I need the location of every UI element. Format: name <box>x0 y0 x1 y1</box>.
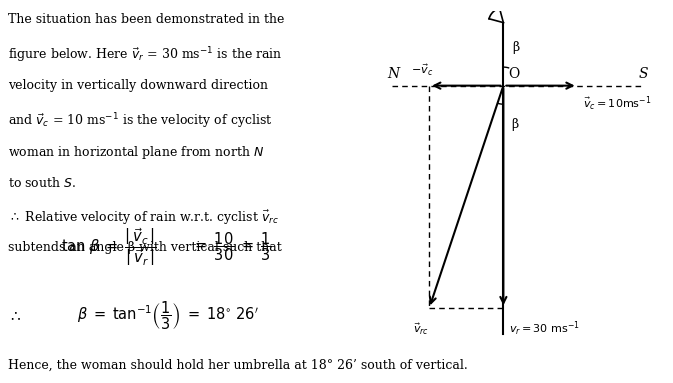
Text: $\therefore$: $\therefore$ <box>7 309 22 323</box>
Text: β: β <box>511 118 518 131</box>
Text: subtends an angle β with vertical such that: subtends an angle β with vertical such t… <box>7 241 281 254</box>
Text: O: O <box>508 67 519 81</box>
Text: figure below. Here $\vec{v}_r$ = 30 ms$^{-1}$ is the rain: figure below. Here $\vec{v}_r$ = 30 ms$^… <box>7 46 282 65</box>
Text: $\therefore$ Relative velocity of rain w.r.t. cyclist $\vec{v}_{rc}$: $\therefore$ Relative velocity of rain w… <box>7 209 279 227</box>
Text: $-\vec{v}_c$: $-\vec{v}_c$ <box>411 63 433 78</box>
Text: β: β <box>512 41 520 54</box>
Text: woman in horizontal plane from north $N$: woman in horizontal plane from north $N$ <box>7 144 264 160</box>
Text: N: N <box>387 67 399 81</box>
Text: $\tan\,\beta\;=\;\dfrac{\left|\,\vec{v}_c\,\right|}{\left|\,\vec{v}_r\,\right|}$: $\tan\,\beta\;=\;\dfrac{\left|\,\vec{v}_… <box>61 226 157 268</box>
Text: $=\;\dfrac{10}{30}\;=\;\dfrac{1}{3}$: $=\;\dfrac{10}{30}\;=\;\dfrac{1}{3}$ <box>192 231 271 264</box>
Text: $\vec{v}_{rc}$: $\vec{v}_{rc}$ <box>413 321 429 337</box>
Text: S: S <box>639 67 648 81</box>
Text: to south $S$.: to south $S$. <box>7 176 76 190</box>
Text: and $\vec{v}_c$ = 10 ms$^{-1}$ is the velocity of cyclist: and $\vec{v}_c$ = 10 ms$^{-1}$ is the ve… <box>7 111 272 131</box>
Text: Hence, the woman should hold her umbrella at 18° 26’ south of vertical.: Hence, the woman should hold her umbrell… <box>7 358 468 372</box>
Text: velocity in vertically downward direction: velocity in vertically downward directio… <box>7 79 268 92</box>
Text: $\vec{v}_c = 10\mathrm{ms}^{-1}$: $\vec{v}_c = 10\mathrm{ms}^{-1}$ <box>583 95 651 113</box>
Text: $v_r = 30\ \mathrm{ms}^{-1}$: $v_r = 30\ \mathrm{ms}^{-1}$ <box>509 319 579 338</box>
Text: $\beta\;=\;\tan^{-1}\!\left(\dfrac{1}{3}\right)\;=\;18^{\circ}\;26'$: $\beta\;=\;\tan^{-1}\!\left(\dfrac{1}{3}… <box>77 300 259 332</box>
Text: The situation has been demonstrated in the: The situation has been demonstrated in t… <box>7 13 284 26</box>
